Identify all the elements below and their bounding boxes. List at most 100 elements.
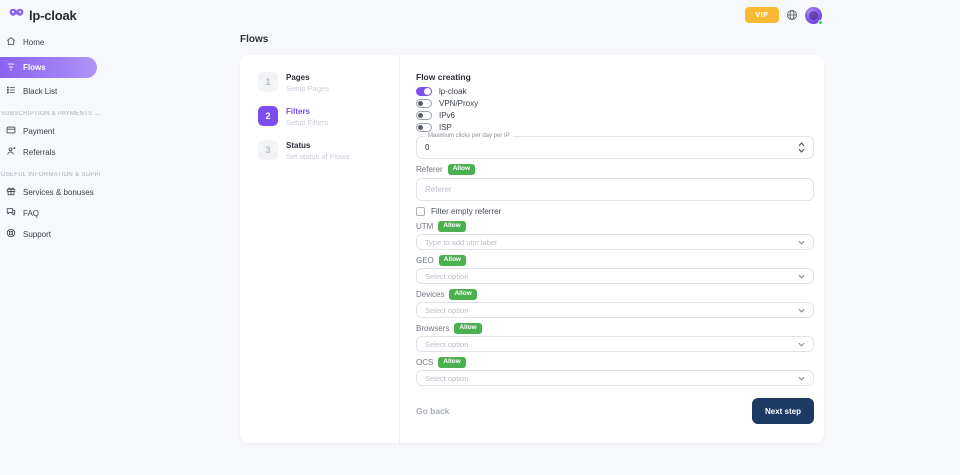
gift-icon	[6, 186, 16, 198]
devices-label: Devices	[416, 290, 445, 299]
toggle-label: lp-cloak	[439, 87, 467, 96]
step-number: 2	[258, 106, 278, 126]
next-step-button[interactable]: Next step	[752, 398, 814, 424]
geo-allow-badge[interactable]: Allow	[438, 255, 467, 266]
browsers-select[interactable]: Select option	[416, 336, 814, 352]
step-filters[interactable]: 2 Filters Setup Filters	[258, 106, 399, 127]
sidebar-item-label: FAQ	[23, 208, 40, 218]
chevron-down-icon	[798, 376, 805, 381]
brand-name: lp-cloak	[29, 7, 77, 23]
support-icon	[6, 228, 16, 240]
geo-label: GEO	[416, 256, 434, 265]
sidebar-item-label: Support	[23, 229, 52, 239]
lp-cloak-toggle[interactable]	[416, 87, 432, 96]
ocs-placeholder: Select option	[425, 373, 469, 383]
step-title: Status	[286, 141, 311, 150]
step-title: Pages	[286, 73, 310, 82]
referer-label-row: Referer Allow	[416, 164, 814, 175]
payment-icon	[6, 125, 16, 137]
sidebar-item-label: Payment	[23, 126, 55, 136]
sidebar-item-payment[interactable]: Payment	[0, 125, 100, 137]
toggle-label: ISP	[439, 123, 452, 132]
geo-select[interactable]: Select option	[416, 268, 814, 284]
toggle-row-ipv6: IPv6	[416, 111, 814, 120]
devices-placeholder: Select option	[425, 305, 469, 315]
sidebar-item-label: Black List	[23, 86, 58, 96]
sidebar-item-label: Services & bonuses	[23, 187, 94, 197]
go-back-link[interactable]: Go back	[416, 406, 450, 416]
filter-empty-referrer-checkbox[interactable]	[416, 207, 425, 216]
form-title: Flow creating	[416, 72, 471, 82]
toggle-row-vpn-proxy: VPN/Proxy	[416, 99, 814, 108]
sidebar-item-faq[interactable]: FAQ	[0, 207, 100, 219]
chevron-down-icon	[798, 308, 805, 313]
sidebar-item-label: Referrals	[23, 147, 56, 157]
geo-placeholder: Select option	[425, 271, 469, 281]
sidebar-item-home[interactable]: Home	[0, 36, 100, 48]
wizard-steps: 1 Pages Setup Pages 2 Filters Setup Filt…	[240, 55, 399, 443]
browsers-label-row: Browsers Allow	[416, 323, 814, 334]
step-subtitle: Set status of Flows	[286, 152, 350, 161]
sidebar-item-support[interactable]: Support	[0, 228, 100, 240]
browsers-allow-badge[interactable]: Allow	[454, 323, 482, 334]
black-list-icon	[6, 85, 16, 97]
chevron-down-icon	[798, 240, 805, 245]
ocs-label-row: OCS Allow	[416, 357, 814, 368]
toggle-label: VPN/Proxy	[439, 99, 479, 108]
ipv6-toggle[interactable]	[416, 111, 432, 120]
max-clicks-field: Maximum clicks per day per IP	[416, 133, 814, 159]
checkbox-label: Filter empty referrer	[431, 207, 502, 216]
max-clicks-label: Maximum clicks per day per IP	[425, 133, 513, 139]
browsers-placeholder: Select option	[425, 339, 469, 349]
geo-label-row: GEO Allow	[416, 255, 814, 266]
home-icon	[6, 36, 16, 48]
utm-placeholder: Type to add utm label	[425, 237, 497, 247]
user-avatar[interactable]	[805, 6, 823, 25]
app-logo[interactable]: lp-cloak	[8, 6, 77, 24]
referer-label: Referer	[416, 165, 443, 174]
page-title: Flows	[240, 34, 269, 45]
toggle-row-isp: ISP	[416, 123, 814, 132]
utm-label: UTM	[416, 222, 434, 231]
step-status[interactable]: 3 Status Set status of Flows	[258, 140, 399, 161]
toggle-row-lp-cloak: lp-cloak	[416, 87, 814, 96]
referer-input[interactable]	[416, 178, 814, 201]
sidebar-item-referrals[interactable]: Referrals	[0, 146, 100, 158]
online-status-dot	[818, 19, 823, 25]
devices-label-row: Devices Allow	[416, 289, 814, 300]
ocs-label: OCS	[416, 358, 434, 367]
utm-allow-badge[interactable]: Allow	[438, 221, 466, 232]
toggle-label: IPv6	[439, 111, 456, 120]
wizard-footer: Go back Next step	[416, 398, 814, 424]
browsers-label: Browsers	[416, 324, 450, 333]
sidebar-section-information: USEFUL INFORMATION & SUPPORT	[1, 172, 100, 178]
devices-select[interactable]: Select option	[416, 302, 814, 318]
referer-allow-badge[interactable]: Allow	[447, 164, 476, 175]
ocs-allow-badge[interactable]: Allow	[438, 357, 466, 368]
sidebar-item-label: Home	[23, 37, 45, 47]
step-pages[interactable]: 1 Pages Setup Pages	[258, 72, 399, 93]
utm-select[interactable]: Type to add utm label	[416, 234, 814, 250]
vip-button[interactable]: VIP	[745, 7, 779, 23]
sidebar-section-subscription: SUBSCRIPTION & PAYMENTS	[1, 111, 100, 117]
filter-empty-referrer-row[interactable]: Filter empty referrer	[416, 207, 814, 216]
language-globe-icon[interactable]	[786, 9, 798, 21]
sidebar-item-flows[interactable]: Flows	[0, 57, 97, 78]
devices-allow-badge[interactable]: Allow	[449, 289, 477, 300]
vpn-proxy-toggle[interactable]	[416, 99, 432, 108]
number-stepper-icon[interactable]	[798, 142, 805, 153]
ocs-select[interactable]: Select option	[416, 370, 814, 386]
top-header: lp-cloak VIP	[0, 0, 960, 26]
isp-toggle[interactable]	[416, 123, 432, 132]
flow-wizard-card: 1 Pages Setup Pages 2 Filters Setup Filt…	[240, 55, 824, 443]
sidebar-item-services[interactable]: Services & bonuses	[0, 186, 100, 198]
chevron-down-icon	[798, 274, 805, 279]
flows-icon	[6, 62, 16, 74]
referrals-icon	[6, 146, 16, 158]
step-number: 3	[258, 140, 278, 160]
sidebar-item-black-list[interactable]: Black List	[0, 85, 100, 97]
sidebar-item-label: Flows	[23, 63, 46, 72]
mask-logo-icon	[8, 6, 25, 24]
max-clicks-input[interactable]	[425, 143, 798, 152]
